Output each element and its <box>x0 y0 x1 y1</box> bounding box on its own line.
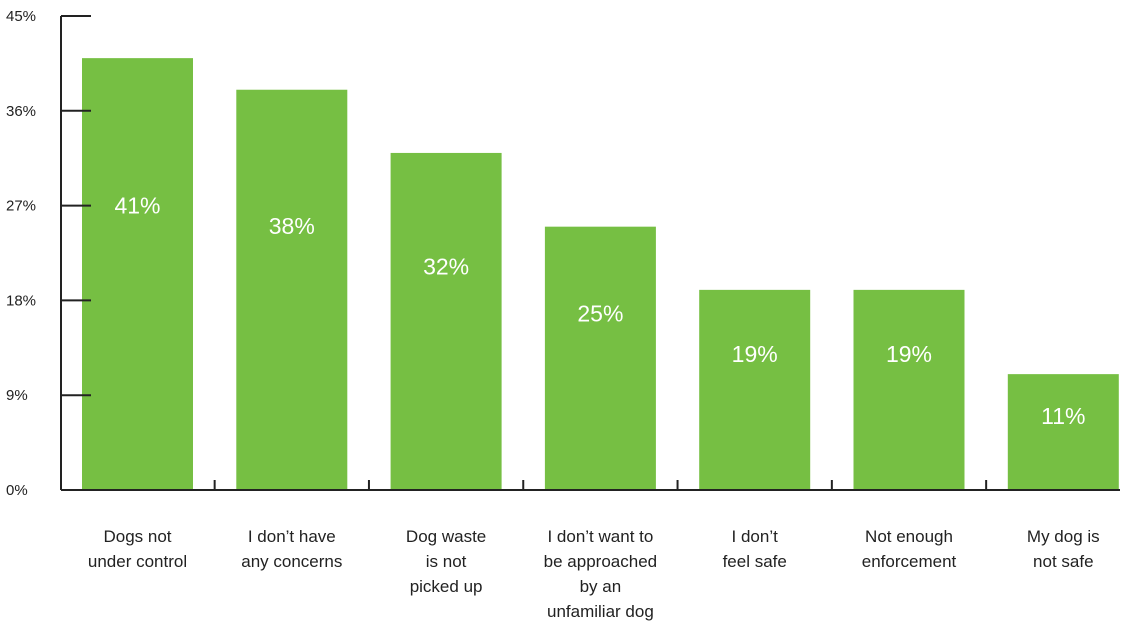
category-label-line: enforcement <box>862 552 957 571</box>
y-tick-label: 9% <box>6 387 28 404</box>
bar <box>1007 374 1119 490</box>
y-tick-label: 0% <box>6 482 28 499</box>
y-tick-label: 36% <box>6 103 36 120</box>
category-label-line: Dog waste <box>406 527 486 546</box>
category-label-line: by an <box>580 577 622 596</box>
category-label-line: picked up <box>410 577 483 596</box>
category-label-line: I don’t want to <box>547 527 653 546</box>
category-label-line: My dog is <box>1027 527 1100 546</box>
bar-value-label: 19% <box>732 341 778 367</box>
bar-value-label: 25% <box>577 300 623 326</box>
value-labels-group: 41% 38% 32% 25% 19% 19% 11% <box>114 193 1085 430</box>
y-ticks-group: 0% 9% 18% 27% 36% 45% <box>6 8 91 499</box>
category-label-line: not safe <box>1033 552 1094 571</box>
category-label: Not enough enforcement <box>862 527 957 571</box>
category-label-line: any concerns <box>241 552 342 571</box>
category-labels-group: Dogs not under control I don’t have any con… <box>88 527 1100 621</box>
category-label-line: be approached <box>544 552 657 571</box>
category-label-line: is not <box>426 552 467 571</box>
x-ticks-group <box>213 480 988 490</box>
bar <box>236 89 348 490</box>
bar <box>82 58 193 491</box>
category-label-line: I don’t have <box>248 527 336 546</box>
y-tick-label: 18% <box>6 292 36 309</box>
bar <box>390 152 502 490</box>
category-label-line: under control <box>88 552 187 571</box>
category-label-line: Not enough <box>865 527 953 546</box>
category-label-line: feel safe <box>723 552 787 571</box>
bar-value-label: 38% <box>269 213 315 239</box>
bar-value-label: 32% <box>423 253 469 279</box>
category-label: Dogs not under control <box>88 527 187 571</box>
category-label: I don’t want to be approached by an unfamil… <box>544 527 657 621</box>
y-tick-label: 27% <box>6 198 36 215</box>
axes-group <box>60 16 1120 491</box>
category-label: I don’t feel safe <box>723 527 787 571</box>
bar-value-label: 41% <box>114 193 160 219</box>
category-label: I don’t have any concerns <box>241 527 342 571</box>
y-tick-label: 45% <box>6 8 36 25</box>
category-label: Dog waste is not picked up <box>406 527 486 596</box>
bars-group <box>82 58 1119 491</box>
category-label-line: unfamiliar dog <box>547 602 654 621</box>
bar <box>699 289 811 490</box>
bar <box>853 289 965 490</box>
category-label-line: Dogs not <box>103 527 171 546</box>
bar-value-label: 19% <box>886 341 932 367</box>
bar <box>544 226 656 490</box>
category-label-line: I don’t <box>732 527 779 546</box>
category-label: My dog is not safe <box>1027 527 1100 571</box>
bar-value-label: 11% <box>1041 403 1085 429</box>
